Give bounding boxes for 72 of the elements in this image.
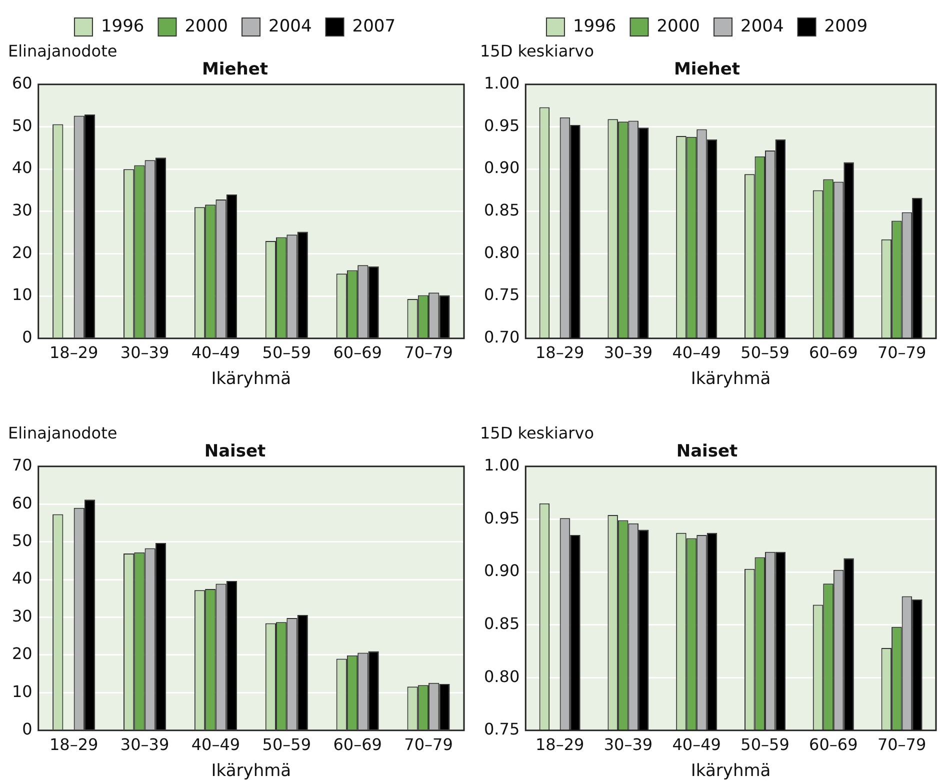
y-tick-label: 0.75 (484, 285, 520, 304)
y-axis-title: 15D keskiarvo (480, 424, 594, 443)
y-tick-label: 10 (12, 682, 32, 701)
x-tick-label: 40–49 (191, 343, 240, 362)
x-tick-label: 40–49 (191, 735, 240, 754)
x-tick-label: 18–29 (535, 343, 584, 362)
legend-label: 2004 (740, 16, 784, 36)
y-tick-label: 0.95 (484, 508, 520, 528)
y-axis-title: Elinajanodote (8, 42, 118, 61)
x-tick-label: 30–39 (604, 735, 653, 754)
y-tick-label: 0.85 (484, 200, 520, 220)
y-tick-label: 0 (22, 720, 32, 739)
x-tick-label: 60–69 (809, 735, 858, 754)
x-tick-label: 70–79 (877, 735, 926, 754)
y-tick-label: 0.95 (484, 116, 520, 135)
legend-label: 1996 (572, 16, 616, 36)
x-axis-title: Ikäryhmä (690, 369, 771, 390)
chart-title: Miehet (202, 60, 268, 80)
x-tick-label: 70–79 (404, 343, 453, 362)
y-tick-label: 70 (12, 456, 32, 475)
x-tick-label: 30–39 (120, 343, 170, 362)
chart-title: Miehet (674, 60, 740, 80)
x-tick-label: 60–69 (809, 343, 858, 362)
x-tick-label: 40–49 (672, 735, 721, 754)
y-tick-label: 20 (12, 644, 32, 664)
x-tick-label: 30–39 (120, 735, 170, 754)
x-tick-label: 40–49 (672, 343, 721, 362)
x-tick-label: 50–59 (740, 343, 790, 362)
y-tick-label: 0.90 (484, 561, 520, 580)
x-tick-label: 60–69 (333, 735, 382, 754)
legend-label: 2000 (656, 16, 700, 36)
y-axis-title: 15D keskiarvo (480, 42, 594, 61)
y-tick-label: 0.70 (484, 328, 520, 347)
legend-label: 2009 (824, 16, 868, 36)
y-tick-label: 0 (22, 328, 32, 347)
x-tick-label: 70–79 (877, 343, 926, 362)
y-tick-label: 0.90 (484, 158, 520, 178)
x-axis-title: Ikäryhmä (211, 369, 292, 390)
y-tick-label: 60 (12, 74, 32, 93)
y-tick-label: 30 (12, 200, 32, 220)
chart-title: Naiset (204, 442, 266, 462)
y-tick-label: 40 (12, 158, 32, 178)
y-tick-label: 50 (12, 530, 32, 550)
y-tick-label: 0.85 (484, 614, 520, 633)
x-tick-label: 18–29 (49, 735, 98, 754)
y-tick-label: 60 (12, 493, 32, 512)
legend-label: 2007 (352, 16, 396, 36)
y-tick-label: 1.00 (484, 74, 520, 93)
y-tick-label: 10 (12, 285, 32, 304)
y-axis-title: Elinajanodote (8, 424, 118, 443)
y-tick-label: 40 (12, 568, 32, 588)
y-tick-label: 30 (12, 606, 32, 626)
x-tick-label: 50–59 (740, 735, 790, 754)
x-tick-label: 50–59 (262, 735, 312, 754)
chart-title: Naiset (676, 442, 738, 462)
legend-label: 2000 (184, 16, 228, 36)
legend-label: 2004 (268, 16, 312, 36)
y-tick-label: 0.80 (484, 242, 520, 262)
y-tick-label: 50 (12, 116, 32, 135)
x-tick-label: 18–29 (49, 343, 98, 362)
x-axis-title: Ikäryhmä (690, 761, 771, 782)
y-tick-label: 0.80 (484, 666, 520, 686)
x-tick-label: 60–69 (333, 343, 382, 362)
y-tick-label: 0.75 (484, 720, 520, 739)
x-tick-label: 18–29 (535, 735, 584, 754)
y-tick-label: 1.00 (484, 456, 520, 475)
legend-label: 1996 (100, 16, 144, 36)
y-tick-label: 20 (12, 242, 32, 262)
x-axis-title: Ikäryhmä (211, 761, 292, 782)
x-tick-label: 30–39 (604, 343, 653, 362)
x-tick-label: 50–59 (262, 343, 312, 362)
x-tick-label: 70–79 (404, 735, 453, 754)
